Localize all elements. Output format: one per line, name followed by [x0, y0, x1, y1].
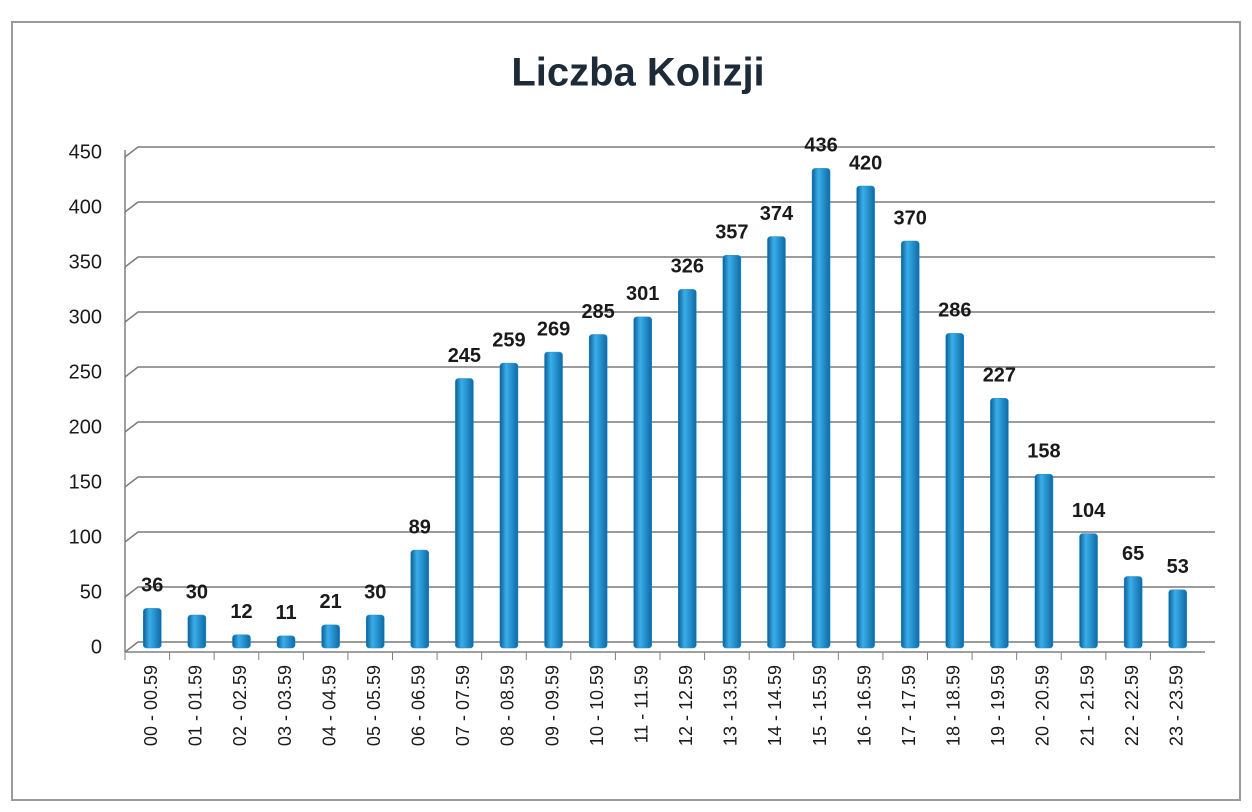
- bar: [990, 398, 1009, 649]
- x-tick-label: 14 - 14.59: [765, 665, 785, 746]
- bar: [633, 316, 652, 649]
- grid-line: [124, 311, 1215, 323]
- bar: [499, 362, 519, 649]
- x-tick-label: 12 - 12.59: [676, 665, 696, 746]
- bar: [900, 240, 920, 649]
- data-label: 53: [1167, 556, 1189, 578]
- y-tick-label: 450: [69, 141, 102, 163]
- x-tick-label: 17 - 17.59: [899, 665, 919, 746]
- grid-line: [124, 641, 1215, 653]
- x-tick-label: 01 - 01.59: [186, 665, 206, 746]
- y-tick-label: 350: [69, 251, 102, 273]
- x-tick-label: 04 - 04.59: [319, 665, 339, 746]
- bar: [143, 608, 162, 649]
- x-tick-label: 21 - 21.59: [1077, 665, 1097, 746]
- x-tick-label: 11 - 11.59: [631, 665, 651, 743]
- bar: [678, 289, 697, 649]
- data-label: 21: [320, 591, 342, 613]
- y-tick-label: 400: [69, 196, 102, 218]
- x-tick-label: 22 - 22.59: [1122, 665, 1142, 746]
- bar: [1123, 576, 1143, 649]
- bar: [1079, 533, 1098, 649]
- bar: [410, 549, 430, 649]
- data-label: 11: [275, 602, 296, 624]
- grid-line: [124, 256, 1215, 268]
- data-label: 89: [409, 516, 431, 538]
- data-label: 357: [715, 222, 748, 244]
- bar: [722, 255, 742, 649]
- x-tick-label: 23 - 23.59: [1166, 665, 1186, 746]
- data-label: 65: [1122, 543, 1144, 565]
- data-label: 436: [804, 135, 837, 157]
- bar: [856, 185, 875, 649]
- data-label: 420: [849, 152, 882, 174]
- data-label: 245: [448, 345, 481, 367]
- x-tick-label: 19 - 19.59: [988, 665, 1008, 746]
- data-label: 227: [983, 365, 1016, 387]
- bar: [544, 351, 563, 649]
- y-tick-label: 0: [91, 636, 102, 658]
- bar: [1168, 589, 1187, 649]
- grid-line: [124, 586, 1215, 598]
- data-label: 370: [894, 207, 927, 229]
- bar: [588, 334, 608, 649]
- x-tick-label: 18 - 18.59: [944, 665, 964, 746]
- bar: [276, 635, 296, 649]
- x-tick-label: 06 - 06.59: [409, 665, 429, 746]
- data-label: 285: [581, 301, 614, 323]
- data-label: 104: [1072, 500, 1106, 522]
- bar: [455, 378, 474, 649]
- grid-line: [124, 366, 1215, 378]
- x-tick-label: 09 - 09.59: [542, 665, 562, 746]
- x-tick-label: 13 - 13.59: [721, 665, 741, 746]
- data-label: 259: [492, 329, 525, 351]
- data-label: 158: [1027, 440, 1060, 462]
- data-label: 374: [760, 203, 794, 225]
- x-tick-label: 15 - 15.59: [810, 665, 830, 746]
- grid-line: [124, 531, 1215, 543]
- grid-line: [124, 421, 1215, 433]
- x-tick-label: 03 - 03.59: [275, 665, 295, 746]
- data-label: 286: [938, 300, 971, 322]
- bar: [321, 624, 340, 649]
- x-tick-label: 08 - 08.59: [498, 665, 518, 746]
- y-tick-label: 250: [69, 361, 102, 383]
- y-tick-label: 300: [69, 306, 102, 328]
- bar: [811, 168, 831, 649]
- data-label: 36: [141, 575, 163, 597]
- x-tick-label: 20 - 20.59: [1033, 665, 1053, 746]
- x-tick-label: 00 - 00.59: [141, 665, 161, 746]
- y-tick-label: 100: [69, 526, 102, 548]
- bar: [767, 236, 786, 649]
- x-tick-label: 02 - 02.59: [230, 665, 250, 746]
- chart-title: Liczba Kolizji: [511, 51, 764, 95]
- bar: [1034, 473, 1054, 649]
- x-tick-label: 05 - 05.59: [364, 665, 384, 746]
- bar: [187, 614, 207, 649]
- x-tick-label: 07 - 07.59: [453, 665, 473, 746]
- x-tick-label: 10 - 10.59: [587, 665, 607, 746]
- data-label: 12: [230, 601, 252, 623]
- data-label: 269: [537, 318, 570, 340]
- data-label: 326: [671, 256, 704, 278]
- grid-line: [124, 201, 1215, 213]
- grid-line: [124, 146, 1215, 158]
- bar: [945, 333, 965, 649]
- bar: [365, 614, 385, 649]
- x-tick-label: 16 - 16.59: [854, 665, 874, 746]
- data-label: 30: [186, 581, 208, 603]
- grid-line: [124, 476, 1215, 488]
- data-label: 30: [364, 581, 386, 603]
- y-tick-label: 50: [80, 581, 102, 603]
- bar: [232, 634, 251, 649]
- chart-border: [11, 21, 1241, 801]
- data-label: 301: [626, 283, 659, 305]
- y-tick-label: 150: [69, 471, 102, 493]
- y-tick-label: 200: [69, 416, 102, 438]
